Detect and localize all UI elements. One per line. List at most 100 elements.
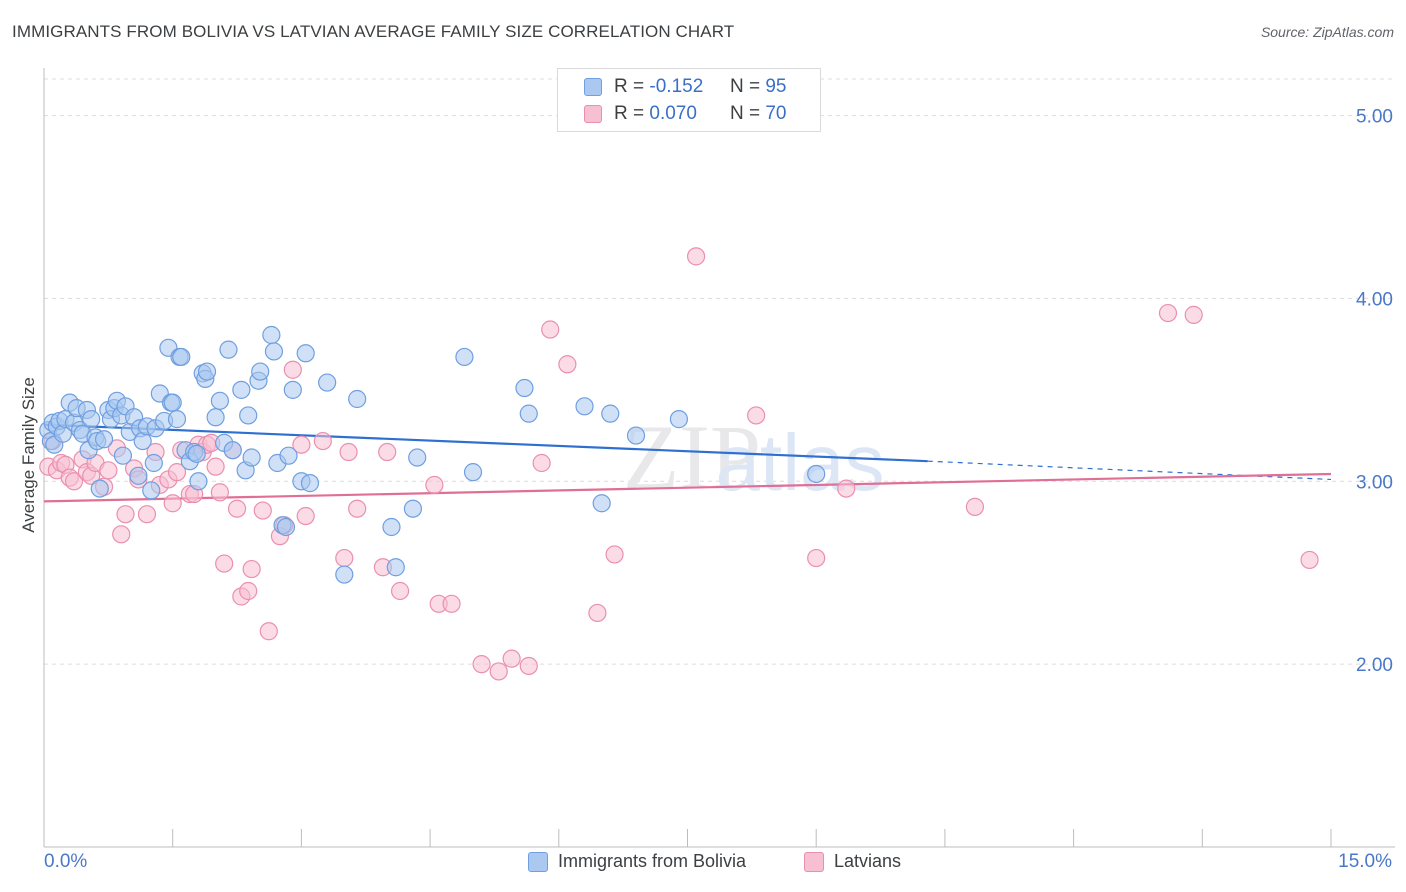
data-point-latvian — [112, 525, 131, 544]
legend-n-label: N = — [729, 76, 761, 97]
bottom-legend-swatch-bolivia — [528, 851, 548, 872]
chart-title: IMMIGRANTS FROM BOLIVIA VS LATVIAN AVERA… — [12, 22, 735, 41]
trend-line-latvians — [43, 472, 1332, 503]
data-point-latvian — [442, 594, 461, 613]
data-point-bolivia — [189, 472, 208, 491]
data-point-bolivia — [276, 517, 296, 537]
data-point-bolivia — [163, 393, 182, 412]
data-point-latvian — [227, 499, 247, 518]
data-point-bolivia — [142, 481, 161, 500]
data-point-latvian — [116, 505, 135, 524]
data-point-latvian — [541, 320, 560, 339]
data-point-latvian — [283, 360, 302, 379]
data-point-latvian — [206, 457, 225, 476]
data-point-bolivia — [408, 448, 427, 467]
data-point-bolivia — [382, 517, 401, 537]
data-point-bolivia — [264, 342, 284, 361]
legend-r-label: R = — [614, 76, 645, 97]
data-point-latvian — [210, 483, 229, 502]
data-point-bolivia — [601, 404, 620, 423]
data-point-bolivia — [575, 397, 594, 416]
y-tick-label: 5.00 — [1356, 107, 1393, 128]
data-point-bolivia — [167, 410, 187, 429]
series-bolivia — [39, 325, 826, 584]
data-point-latvian — [215, 554, 234, 573]
legend-r-value-latvians: 0.070 — [649, 103, 697, 124]
legend-n-value-bolivia: 95 — [765, 76, 787, 97]
data-point-latvian — [837, 479, 856, 498]
data-point-bolivia — [279, 446, 298, 465]
trend-line-bolivia-extension — [927, 460, 1332, 481]
data-point-latvian — [472, 655, 491, 674]
x-tick-label-min: 0.0% — [44, 851, 88, 872]
data-point-bolivia — [187, 444, 206, 463]
data-point-bolivia — [262, 325, 281, 345]
data-point-latvian — [242, 559, 261, 579]
data-point-latvian — [348, 499, 367, 518]
data-point-latvian — [425, 475, 444, 495]
data-point-latvian — [99, 461, 118, 480]
data-point-latvian — [292, 435, 311, 454]
data-point-latvian — [502, 649, 521, 668]
data-point-latvian — [390, 581, 410, 601]
data-point-bolivia — [82, 410, 101, 429]
watermark-atlas: atlas — [716, 418, 885, 507]
watermark: ZIP atlas — [623, 406, 884, 508]
bottom-legend-swatch-latvians — [804, 851, 824, 872]
data-point-latvian — [167, 463, 187, 482]
data-point-bolivia — [386, 558, 405, 577]
legend-row-latvians: R = 0.070 N = 70 — [584, 102, 786, 126]
data-point-bolivia — [251, 362, 270, 381]
data-point-latvian — [296, 506, 315, 526]
data-point-bolivia — [239, 406, 258, 425]
data-point-latvian — [489, 662, 508, 681]
data-point-bolivia — [318, 373, 337, 392]
series-latvians — [39, 247, 1319, 681]
data-point-bolivia — [807, 464, 826, 484]
data-point-bolivia — [669, 410, 689, 429]
data-point-bolivia — [296, 344, 315, 363]
data-point-bolivia — [515, 378, 534, 398]
watermark-zip: ZIP — [623, 406, 761, 508]
legend-n-value-latvians: 70 — [765, 103, 787, 124]
legend-n-label: N = — [729, 103, 761, 124]
bottom-legend-label-latvians: Latvians — [834, 851, 902, 871]
y-axis-label: Average Family Size — [19, 377, 38, 533]
data-point-latvian — [239, 581, 258, 601]
data-point-latvian — [378, 442, 397, 462]
data-point-latvian — [313, 431, 332, 451]
data-point-bolivia — [626, 426, 646, 445]
legend-r-value-bolivia: -0.152 — [649, 76, 704, 97]
data-point-bolivia — [455, 347, 474, 367]
data-point-latvian — [1184, 305, 1203, 324]
data-point-latvian — [253, 501, 272, 520]
data-point-latvian — [747, 406, 766, 425]
data-point-latvian — [1158, 303, 1178, 323]
data-point-bolivia — [348, 389, 367, 409]
data-point-latvian — [519, 656, 538, 676]
data-point-bolivia — [94, 430, 114, 449]
data-point-bolivia — [90, 479, 109, 498]
data-point-bolivia — [463, 463, 483, 482]
data-point-bolivia — [172, 347, 191, 367]
data-point-bolivia — [283, 380, 302, 399]
data-point-bolivia — [223, 441, 242, 460]
data-point-latvian — [163, 494, 182, 513]
data-point-bolivia — [210, 391, 229, 410]
data-point-latvian — [807, 548, 826, 568]
trend-line-bolivia — [43, 423, 928, 463]
data-point-latvian — [686, 247, 706, 266]
data-point-bolivia — [300, 474, 320, 493]
data-point-bolivia — [242, 448, 261, 467]
y-tick-label: 4.00 — [1356, 289, 1393, 310]
data-point-latvian — [965, 497, 985, 516]
data-point-latvian — [532, 453, 551, 473]
legend-r-label: R = — [614, 103, 645, 124]
data-point-bolivia — [206, 408, 225, 427]
data-point-latvian — [137, 505, 157, 524]
data-point-bolivia — [144, 453, 163, 473]
data-point-bolivia — [335, 565, 354, 584]
x-tick-label-max: 15.0% — [1338, 851, 1392, 872]
data-point-bolivia — [129, 466, 148, 485]
